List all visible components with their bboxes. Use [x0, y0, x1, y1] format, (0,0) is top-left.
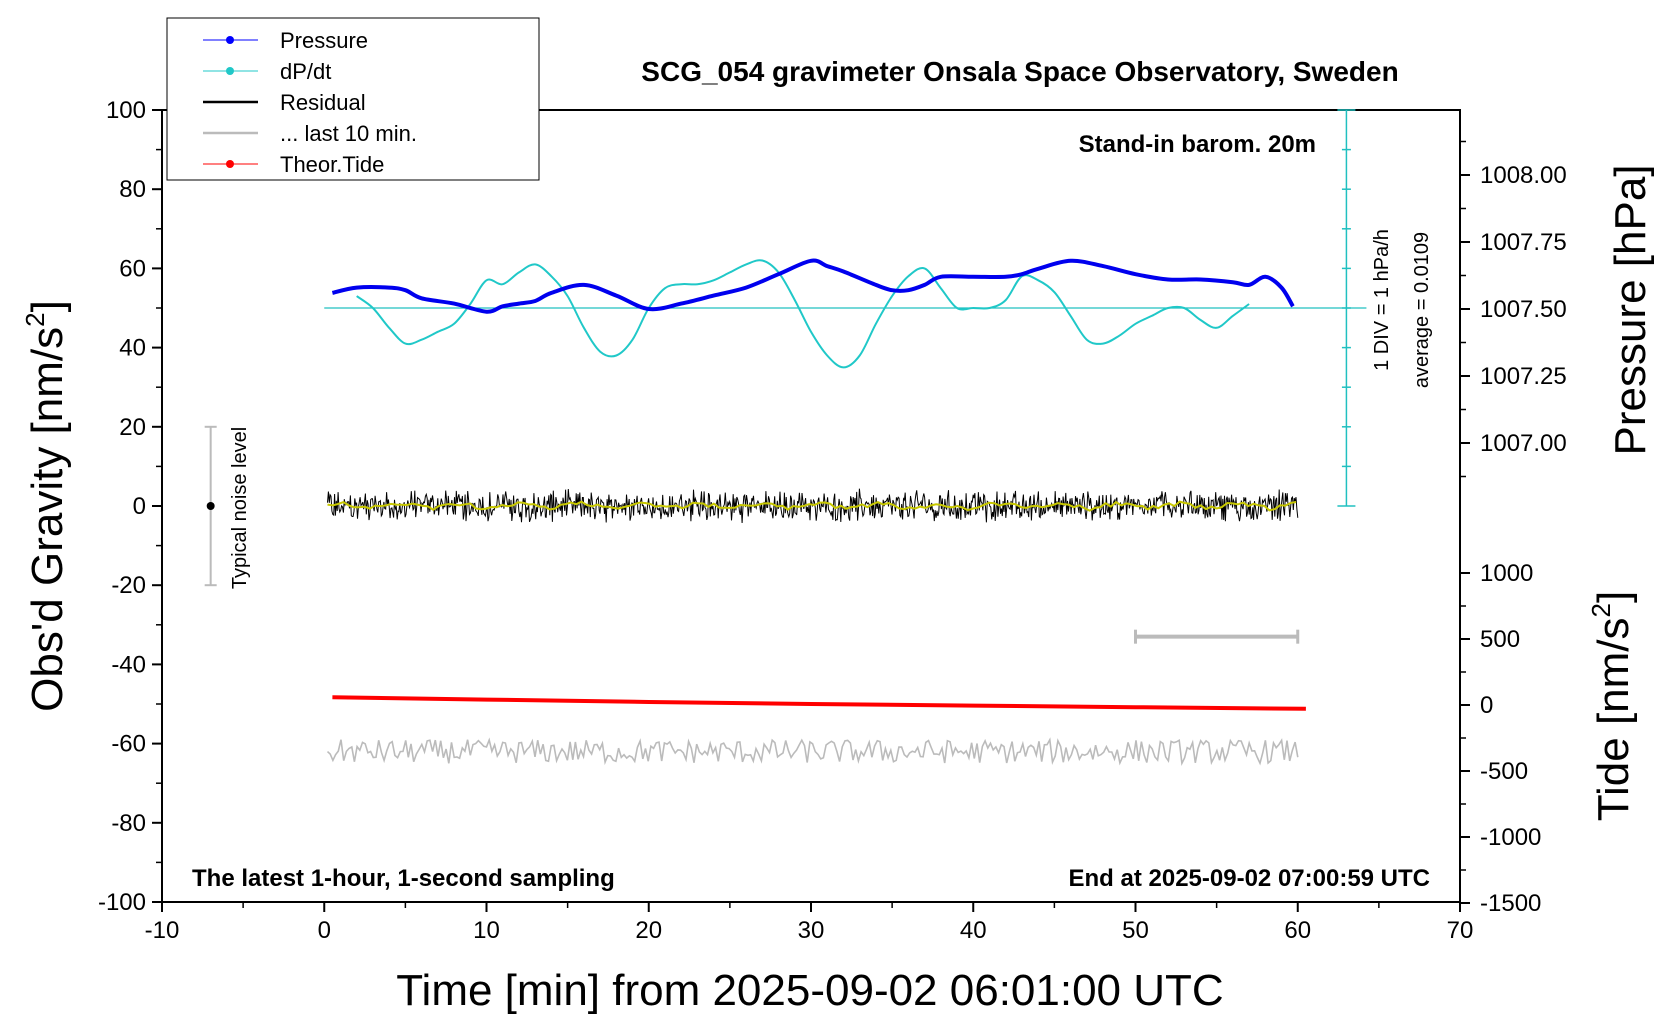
y-axis-title-left-end: ] [23, 300, 72, 312]
y-tick-label: -40 [111, 651, 146, 678]
residual-smoothed-line [327, 500, 1297, 512]
y-axis-title-left: Obs'd Gravity [nm/s2] [20, 300, 72, 712]
x-tick-label: 0 [318, 917, 331, 944]
tide-tick-label: -500 [1480, 758, 1528, 785]
legend-items: Pressure dP/dt Residual ... last 10 min. The… [203, 28, 417, 177]
x-tick-label: 50 [1122, 917, 1149, 944]
y-tick-label: -100 [98, 889, 146, 916]
x-tick-label: 70 [1447, 917, 1474, 944]
legend-label: Pressure [280, 28, 368, 53]
legend-label: Theor.Tide [280, 152, 384, 177]
y-tick-label: 20 [119, 414, 146, 441]
legend-label: dP/dt [280, 59, 331, 84]
y-tick-label: 0 [133, 493, 146, 520]
pressure-tick-label: 1007.50 [1480, 296, 1567, 323]
last-10-min-line [326, 737, 1299, 767]
legend-marker [226, 160, 234, 168]
x-tick-label: 20 [635, 917, 662, 944]
tide-tick-label: -1500 [1480, 890, 1541, 917]
x-tick-label: 60 [1284, 917, 1311, 944]
y-tick-label: -80 [111, 810, 146, 837]
series-layer [204, 258, 1306, 767]
barometer-note: Stand-in barom. 20m [1079, 131, 1316, 158]
tide-tick-label: 0 [1480, 692, 1493, 719]
y-axis-title-left-main: Obs'd Gravity [nm/s [23, 327, 72, 712]
y-tick-label: 40 [119, 335, 146, 362]
chart-title: SCG_054 gravimeter Onsala Space Observat… [641, 56, 1398, 87]
x-tick-label: 10 [473, 917, 500, 944]
tick-label-layer: -10 0 10 20 30 40 50 60 70100806040200-20-40-60-… [98, 97, 1567, 944]
tide-line [332, 695, 1306, 711]
noise-bar-center-dot [206, 502, 215, 510]
legend-label: Residual [280, 90, 366, 115]
y-tick-label: -20 [111, 572, 146, 599]
legend: Pressure dP/dt Residual ... last 10 min. The… [166, 17, 540, 181]
legend-label: ... last 10 min. [280, 121, 417, 146]
dpdt-line [356, 259, 1250, 369]
y-axis-title-pressure: Pressure [hPa] [1606, 164, 1655, 455]
div-label: 1 DIV = 1 hPa/h [1371, 229, 1393, 371]
x-axis-title: Time [min] from 2025-09-02 06:01:00 UTC [396, 966, 1223, 1015]
average-label: average = 0.0109 [1411, 232, 1433, 388]
y-axis-title-left-sup: 2 [20, 312, 50, 326]
y-tick-label: 100 [106, 97, 146, 124]
tide-tick-label: -1000 [1480, 824, 1541, 851]
y-tick-label: 80 [119, 176, 146, 203]
y-tick-label: -60 [111, 731, 146, 758]
tide-tick-label: 500 [1480, 626, 1520, 653]
pressure-tick-label: 1008.00 [1480, 162, 1567, 189]
legend-marker [226, 36, 234, 44]
y-axis-title-tide-main: Tide [nm/s [1589, 617, 1638, 821]
y-tick-label: 60 [119, 255, 146, 282]
noise-label: Typical noise level [229, 427, 251, 589]
y-axis-title-tide-sup: 2 [1586, 603, 1616, 617]
x-tick-label: -10 [145, 917, 180, 944]
legend-marker [226, 67, 234, 75]
pressure-tick-label: 1007.75 [1480, 229, 1567, 256]
y-axis-title-tide: Tide [nm/s2] [1586, 591, 1638, 821]
tide-tick-label: 1000 [1480, 560, 1533, 587]
latest-note: The latest 1-hour, 1-second sampling [192, 865, 615, 892]
end-note: End at 2025-09-02 07:00:59 UTC [1069, 865, 1431, 892]
pressure-tick-label: 1007.00 [1480, 430, 1567, 457]
y-axis-title-tide-end: ] [1589, 591, 1638, 603]
pressure-tick-label: 1007.25 [1480, 363, 1567, 390]
pressure-line [331, 258, 1295, 314]
x-tick-label: 40 [960, 917, 987, 944]
legend-box [166, 17, 540, 181]
x-tick-label: 30 [798, 917, 825, 944]
